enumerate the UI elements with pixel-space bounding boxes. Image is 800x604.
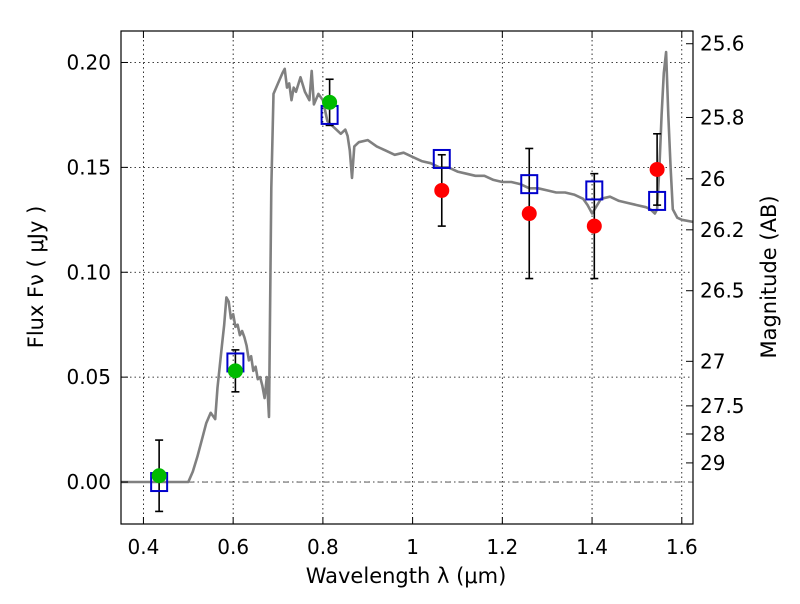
y-tick-label: 0.20 (66, 50, 111, 74)
x-tick-label: 0.8 (307, 535, 339, 559)
y2-tick-label: 25.6 (700, 32, 745, 56)
errorbar-layer (155, 78, 662, 513)
y2-tick-label: 27.5 (700, 394, 745, 418)
y-tick-label: 0.15 (66, 155, 111, 179)
model-box-marker (648, 190, 667, 211)
red-point (521, 206, 537, 222)
y-tick-label: 0.10 (66, 260, 111, 284)
red-point (649, 161, 665, 177)
green-point (151, 468, 167, 484)
y2-tick-label: 29 (700, 451, 725, 475)
y2-axis-ticks: 25.6 25.8 26 26.2 26.5 27 27.5 28 29 (686, 32, 745, 475)
x-tick-label: 1.4 (576, 535, 608, 559)
model-box-marker (432, 148, 451, 169)
y2-tick-label: 25.8 (700, 105, 745, 129)
y-axis-title: Flux Fν ( μJy ) (24, 206, 48, 349)
model-box-marker (585, 180, 604, 201)
sed-spectrum-line (121, 50, 694, 484)
y2-tick-label: 26.2 (700, 218, 745, 242)
model-box-layer (150, 104, 667, 493)
x-tick-label: 1 (406, 535, 419, 559)
red-point (586, 218, 602, 234)
y-tick-label: 0.05 (66, 365, 111, 389)
x-axis-title: Wavelength λ (μm) (306, 564, 507, 588)
model-box-marker (520, 174, 539, 195)
x-tick-label: 1.2 (486, 535, 518, 559)
red-point (434, 182, 450, 198)
y-tick-label: 0.00 (66, 470, 111, 494)
y2-tick-label: 27 (700, 349, 725, 373)
x-tick-label: 0.4 (128, 535, 160, 559)
green-point (227, 363, 243, 379)
plot-frame (120, 30, 694, 525)
x-tick-label: 0.6 (217, 535, 249, 559)
y-axis-ticks: 0.00 0.05 0.10 0.15 0.20 (66, 50, 128, 494)
data-point-layer (151, 94, 665, 484)
x-tick-label: 1.6 (666, 535, 698, 559)
x-axis-ticks: 0.4 0.6 0.8 1 1.2 1.4 1.6 (128, 31, 698, 559)
grid-layer (121, 31, 693, 524)
y2-tick-label: 26.5 (700, 279, 745, 303)
y2-tick-label: 28 (700, 422, 725, 446)
y2-tick-label: 26 (700, 167, 725, 191)
sed-spectrum-layer (121, 50, 694, 484)
green-point (322, 94, 338, 110)
y2-axis-title: Magnitude (AB) (757, 195, 781, 358)
